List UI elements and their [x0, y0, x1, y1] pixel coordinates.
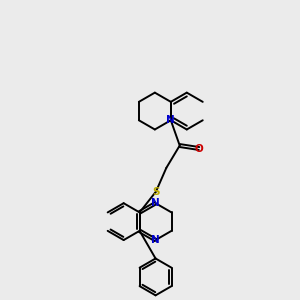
Text: O: O	[195, 143, 203, 154]
Text: S: S	[152, 187, 160, 196]
Text: N: N	[151, 198, 160, 208]
Text: N: N	[151, 235, 160, 245]
Text: N: N	[167, 115, 175, 125]
